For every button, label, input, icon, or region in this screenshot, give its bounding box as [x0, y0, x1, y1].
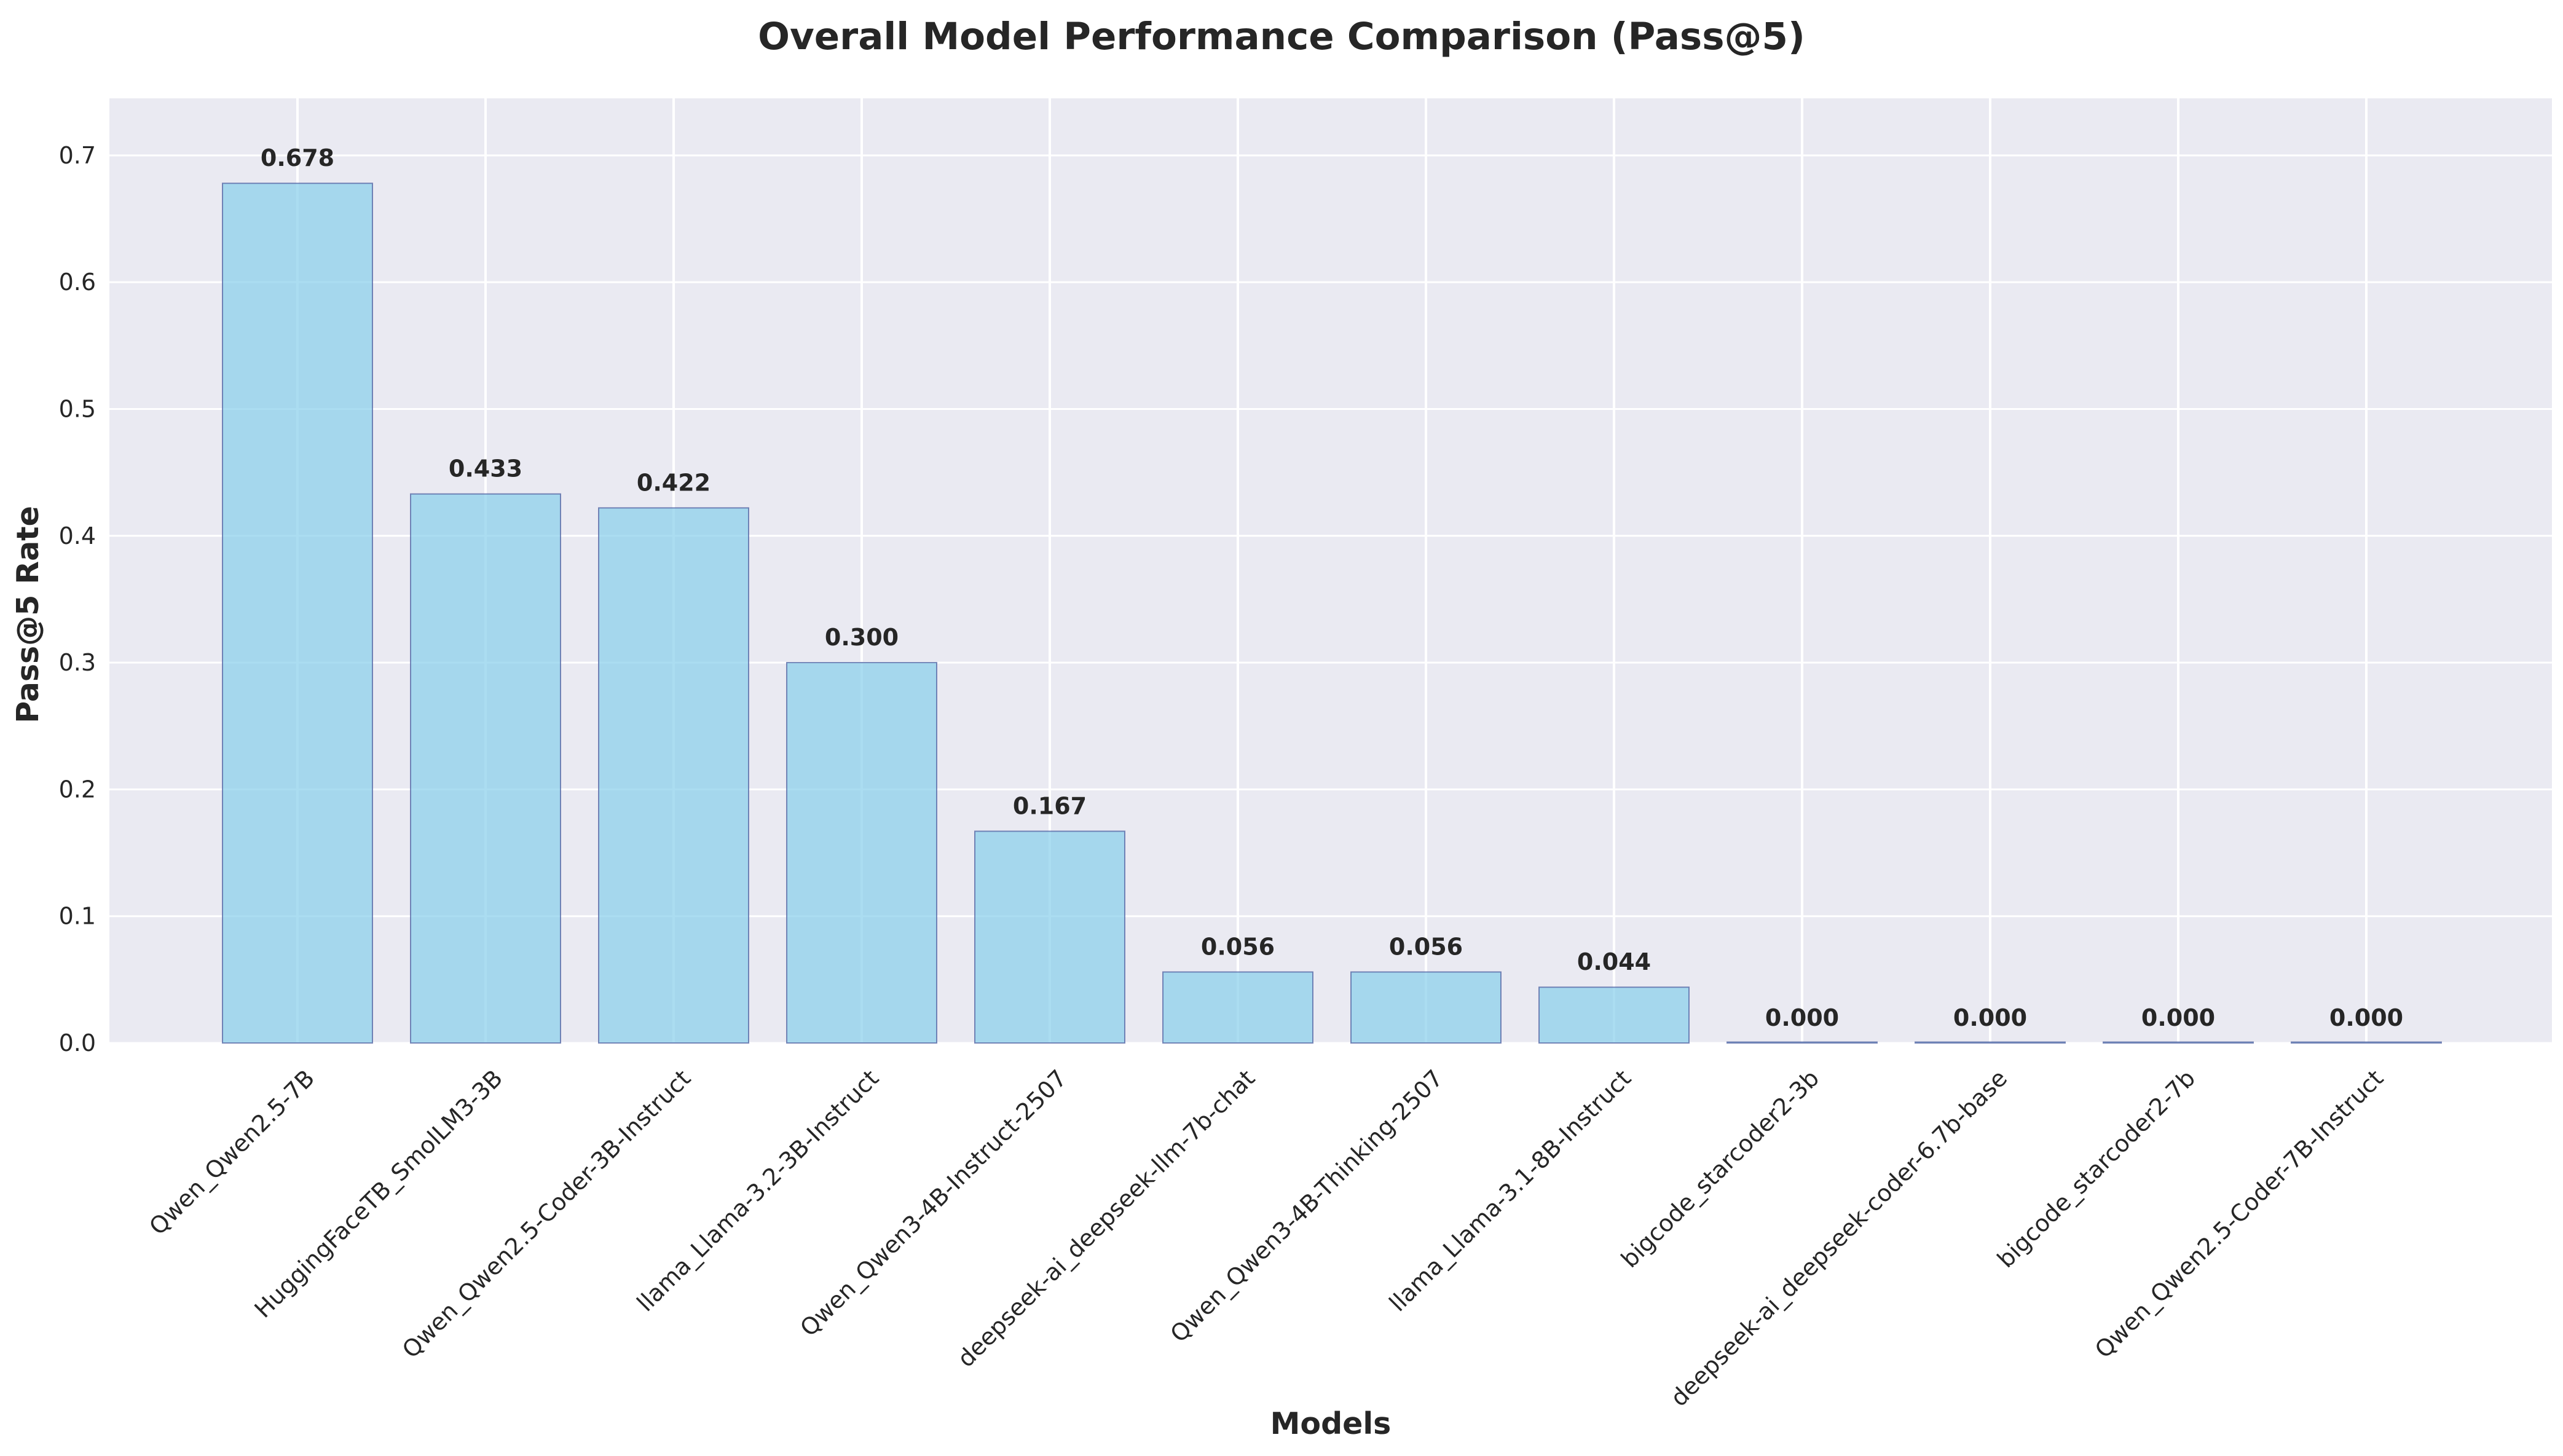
- x-tick-label: Qwen_Qwen2.5-7B: [144, 1064, 320, 1240]
- x-tick-label: bigcode_starcoder2-3b: [1616, 1064, 1824, 1273]
- y-tick-label: 0.4: [59, 522, 96, 549]
- chart-title: Overall Model Performance Comparison (Pa…: [758, 15, 1805, 58]
- bar-value-label: 0.000: [2141, 1004, 2215, 1031]
- bar: [1162, 971, 1313, 1044]
- x-tick-label: Qwen_Qwen2.5-Coder-3B-Instruct: [397, 1064, 696, 1363]
- bar-value-label: 0.422: [637, 469, 711, 496]
- bar: [1915, 1041, 2066, 1044]
- bar: [222, 183, 373, 1044]
- bar-value-label: 0.300: [825, 624, 899, 651]
- y-tick-label: 0.0: [59, 1029, 96, 1057]
- bar: [1538, 986, 1690, 1044]
- bar: [1726, 1041, 1878, 1044]
- y-tick-label: 0.7: [59, 142, 96, 169]
- y-axis-ticks: 0.0 0.1 0.2 0.3 0.4 0.5 0.6 0.7: [59, 142, 96, 1057]
- bar: [410, 493, 561, 1044]
- x-tick-label: deepseek-ai_deepseek-coder-6.7b-base: [1665, 1064, 2012, 1412]
- bar-value-label: 0.056: [1201, 933, 1275, 960]
- bar-value-label: 0.000: [1953, 1004, 2027, 1031]
- bar-value-label: 0.044: [1577, 948, 1651, 975]
- y-tick-label: 0.3: [59, 649, 96, 676]
- data-labels: 0.678 0.433 0.422 0.300 0.167 0.056 0.056 0.044…: [261, 144, 2403, 1031]
- bar: [2291, 1041, 2442, 1044]
- bar: [598, 507, 749, 1044]
- bar-value-label: 0.678: [261, 144, 334, 171]
- bar: [2103, 1041, 2254, 1044]
- bar-value-label: 0.056: [1389, 933, 1463, 960]
- x-tick-label: deepseek-ai_deepseek-llm-7b-chat: [952, 1064, 1260, 1372]
- bars: [222, 183, 2442, 1044]
- bar-value-label: 0.433: [449, 455, 522, 482]
- y-axis-label: Pass@5 Rate: [10, 506, 45, 723]
- bar: [974, 830, 1125, 1044]
- y-tick-label: 0.1: [59, 903, 96, 930]
- y-tick-label: 0.5: [59, 395, 96, 422]
- y-tick-label: 0.2: [59, 776, 96, 803]
- x-tick-label: bigcode_starcoder2-7b: [1992, 1064, 2200, 1273]
- bar-value-label: 0.000: [2329, 1004, 2403, 1031]
- x-axis-ticks: Qwen_Qwen2.5-7BHuggingFaceTB_SmolLM3-3BQ…: [144, 1064, 2388, 1412]
- bar-value-label: 0.167: [1013, 792, 1087, 819]
- bar: [1350, 971, 1502, 1044]
- y-tick-label: 0.6: [59, 269, 96, 296]
- bar: [786, 662, 937, 1044]
- x-axis-label: Models: [1270, 1406, 1392, 1441]
- x-tick-label: Qwen_Qwen2.5-Coder-7B-Instruct: [2090, 1064, 2388, 1363]
- bar-value-label: 0.000: [1765, 1004, 1839, 1031]
